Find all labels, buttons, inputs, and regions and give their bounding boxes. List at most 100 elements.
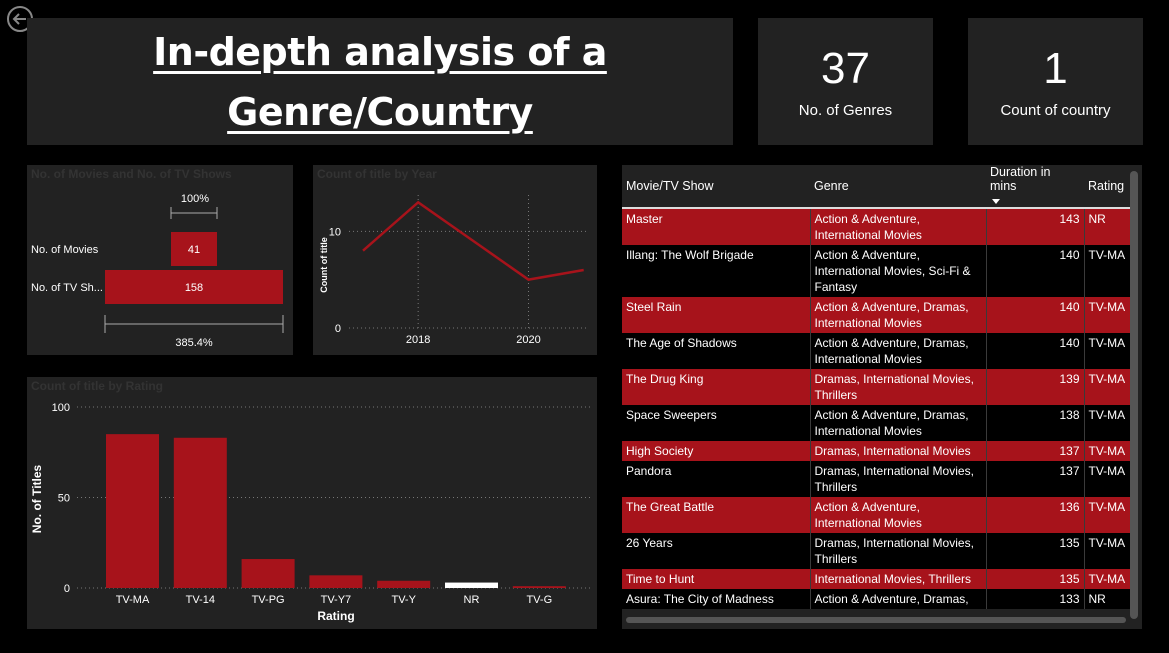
- x-tick-label: TV-G: [526, 594, 552, 606]
- cell-genre: Dramas, International Movies, Thrillers: [809, 369, 986, 405]
- bar-tv-pg[interactable]: [241, 559, 295, 588]
- y-tick-label: 10: [329, 226, 341, 238]
- column-header-rating[interactable]: Rating: [1084, 165, 1130, 209]
- cell-genre: Dramas, International Movies, Thrillers: [809, 533, 986, 569]
- variance-bracket-top: [170, 207, 218, 219]
- cell-genre: Action & Adventure, International Movies: [809, 497, 986, 533]
- cell-duration: 137: [985, 441, 1084, 461]
- x-tick-label: 2018: [406, 334, 430, 346]
- cell-duration: 135: [985, 569, 1084, 589]
- year-series-line: [362, 200, 584, 281]
- year-chart-panel[interactable]: Count of title by Year Count of title 0 1…: [313, 165, 597, 355]
- table-row[interactable]: Pandora Dramas, International Movies, Thr…: [622, 461, 1130, 497]
- cell-genre: Action & Adventure, International Movies: [809, 208, 986, 245]
- cell-duration: 140: [985, 333, 1084, 369]
- cell-genre: Action & Adventure, International Movies…: [809, 245, 986, 297]
- cell-rating: TV-MA: [1083, 333, 1130, 369]
- bar-nr[interactable]: [445, 582, 498, 588]
- cell-rating: TV-MA: [1083, 297, 1130, 333]
- titles-table: Movie/TV Show Genre Duration in mins Rat…: [622, 165, 1130, 609]
- table-row[interactable]: The Great Battle Action & Adventure, Inte…: [622, 497, 1130, 533]
- cell-title: 26 Years: [622, 533, 810, 569]
- cell-duration: 135: [985, 533, 1084, 569]
- cell-rating: TV-MA: [1083, 497, 1130, 533]
- cell-rating: TV-MA: [1083, 533, 1130, 569]
- rating-chart-panel[interactable]: Count of title by Rating No. of Titles R…: [27, 377, 597, 629]
- bar-tv-y[interactable]: [377, 580, 431, 588]
- table-horizontal-scrollbar[interactable]: [626, 617, 1126, 623]
- bar-tv-g[interactable]: [512, 586, 566, 588]
- bar-tv-14[interactable]: [173, 437, 227, 588]
- cell-title: The Age of Shadows: [622, 333, 810, 369]
- sort-desc-icon: [992, 199, 1000, 204]
- bar-0[interactable]: [171, 232, 217, 266]
- titles-table-panel[interactable]: Movie/TV Show Genre Duration in mins Rat…: [622, 165, 1142, 629]
- bar-tv-ma[interactable]: [106, 434, 159, 588]
- table-row[interactable]: Asura: The City of Madness Action & Adven…: [622, 589, 1130, 609]
- year-chart-ylabel: Count of title: [319, 237, 329, 293]
- category-label-tvshows: No. of TV Sh...: [31, 282, 103, 294]
- rating-chart-ylabel: No. of Titles: [30, 464, 44, 533]
- table-row[interactable]: Illang: The Wolf Brigade Action & Adventu…: [622, 245, 1130, 297]
- table-row[interactable]: Steel Rain Action & Adventure, Dramas, In…: [622, 297, 1130, 333]
- x-tick-label: TV-Y: [391, 594, 416, 606]
- bar-1[interactable]: [105, 270, 283, 304]
- page-title-line1: In-depth analysis of a: [153, 29, 607, 74]
- x-tick-label: TV-Y7: [321, 594, 352, 606]
- cell-title: Pandora: [622, 461, 810, 497]
- x-tick-label: NR: [464, 594, 480, 606]
- category-label-movies: No. of Movies: [31, 244, 99, 256]
- y-tick-label: 100: [52, 402, 70, 414]
- kpi-label-country: Count of country: [1000, 102, 1111, 119]
- cell-duration: 140: [985, 297, 1084, 333]
- x-tick-label: TV-14: [186, 594, 215, 606]
- column-header-genre[interactable]: Genre: [810, 165, 986, 209]
- kpi-card-genres: 37 No. of Genres: [758, 18, 933, 145]
- cell-genre: Action & Adventure, Dramas, Internationa…: [809, 333, 986, 369]
- table-vertical-scrollbar[interactable]: [1130, 171, 1138, 619]
- cell-duration: 143: [985, 208, 1084, 245]
- table-row[interactable]: Time to Hunt International Movies, Thrill…: [622, 569, 1130, 589]
- cell-title: Time to Hunt: [622, 569, 810, 589]
- cell-title: The Great Battle: [622, 497, 810, 533]
- rating-chart-title: Count of title by Rating: [31, 379, 163, 393]
- y-tick-label: 50: [58, 493, 70, 505]
- table-row[interactable]: Master Action & Adventure, International …: [622, 208, 1130, 245]
- bar-value-label: 158: [185, 282, 203, 294]
- cell-rating: TV-MA: [1083, 569, 1130, 589]
- x-tick-label: 2020: [516, 334, 540, 346]
- title-panel: In-depth analysis of a Genre/Country: [27, 18, 733, 145]
- cell-title: Master: [622, 208, 810, 245]
- x-tick-label: TV-MA: [116, 594, 150, 606]
- percent-bottom-label: 385.4%: [175, 337, 213, 349]
- kpi-card-country: 1 Count of country: [968, 18, 1143, 145]
- cell-duration: 136: [985, 497, 1084, 533]
- cell-genre: Dramas, International Movies: [809, 441, 986, 461]
- column-header-duration[interactable]: Duration in mins: [986, 165, 1084, 209]
- table-row[interactable]: High Society Dramas, International Movies…: [622, 441, 1130, 461]
- table-row[interactable]: Space Sweepers Action & Adventure, Dramas…: [622, 405, 1130, 441]
- cell-rating: TV-MA: [1083, 245, 1130, 297]
- cell-genre: Action & Adventure, Dramas,: [809, 589, 986, 609]
- table-row[interactable]: 26 Years Dramas, International Movies, Th…: [622, 533, 1130, 569]
- table-row[interactable]: The Drug King Dramas, International Movie…: [622, 369, 1130, 405]
- year-chart-title: Count of title by Year: [317, 167, 437, 181]
- cell-title: Asura: The City of Madness: [622, 589, 810, 609]
- cell-genre: International Movies, Thrillers: [809, 569, 986, 589]
- cell-duration: 140: [985, 245, 1084, 297]
- cell-duration: 139: [985, 369, 1084, 405]
- table-header-row: Movie/TV Show Genre Duration in mins Rat…: [622, 165, 1130, 209]
- year-chart: Count of title 0 10 2018 2020: [319, 195, 589, 346]
- table-row[interactable]: The Age of Shadows Action & Adventure, Dr…: [622, 333, 1130, 369]
- kpi-label-genres: No. of Genres: [798, 102, 893, 119]
- kpi-value-country: 1: [1043, 44, 1068, 93]
- y-tick-label: 0: [335, 323, 341, 335]
- movies-tv-chart: 100% No. of Movies No. of TV Sh... 41 158…: [31, 193, 284, 349]
- kpi-value-genres: 37: [821, 44, 870, 93]
- column-header-title[interactable]: Movie/TV Show: [622, 165, 810, 209]
- cell-rating: NR: [1083, 589, 1130, 609]
- movies-tv-chart-panel[interactable]: No. of Movies and No. of TV Shows 100% N…: [27, 165, 293, 355]
- cell-rating: NR: [1083, 208, 1130, 245]
- percent-top-label: 100%: [181, 193, 209, 205]
- bar-tv-y7[interactable]: [309, 575, 363, 588]
